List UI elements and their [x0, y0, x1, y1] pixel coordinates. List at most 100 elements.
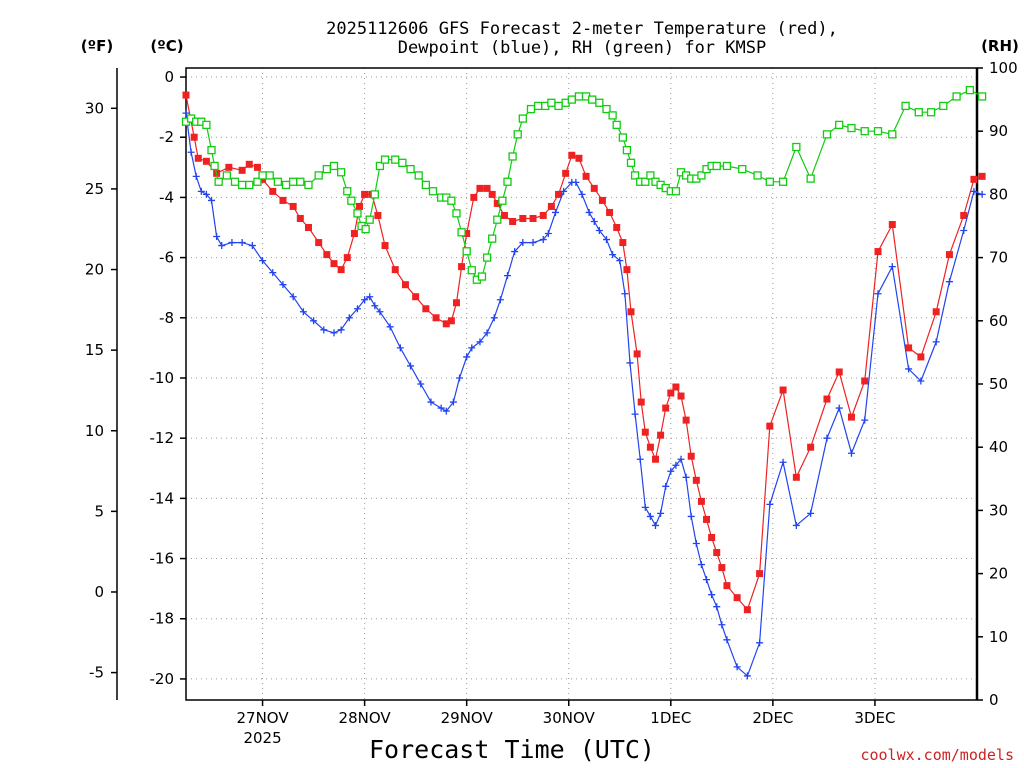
rh-point — [428, 187, 438, 196]
rh-point — [547, 98, 556, 107]
dewpoint-point — [456, 374, 464, 382]
rh-point — [406, 164, 415, 174]
series-dewpoint — [182, 109, 986, 680]
rh-point — [939, 101, 948, 111]
rh-point — [447, 196, 456, 205]
temperature-point — [555, 190, 563, 198]
rh-tick-label: 50 — [989, 375, 1008, 393]
x-tick-label: 3DEC — [854, 709, 895, 727]
temperature-point — [835, 368, 843, 376]
temperature-point — [343, 254, 351, 262]
celsius-tick-label: -18 — [150, 610, 175, 628]
temperature-point — [350, 230, 358, 238]
rh-point — [498, 196, 507, 205]
rh-point — [322, 164, 331, 174]
dewpoint-point — [823, 434, 831, 442]
rh-point — [370, 190, 379, 199]
temperature-point — [323, 251, 331, 259]
fahrenheit-tick-label: -5 — [89, 664, 104, 682]
rh-point — [574, 92, 584, 101]
dewpoint-point — [187, 148, 195, 156]
dewpoint-point — [616, 257, 624, 265]
temperature-point — [917, 353, 925, 361]
temperature-point — [613, 224, 621, 232]
dewpoint-point — [407, 362, 415, 370]
axes: 0-2-4-6-8-10-12-14-16-18-20302520151050-… — [85, 59, 1018, 747]
rh-point — [482, 253, 492, 262]
rh-point — [296, 177, 305, 186]
dewpoint-point — [743, 672, 751, 680]
rh-point — [467, 266, 476, 275]
dewpoint-point — [687, 512, 695, 520]
credit-link[interactable]: coolwx.com/models — [860, 746, 1014, 764]
rh-point — [245, 180, 254, 190]
temperature-point — [452, 299, 460, 307]
temperature-point — [756, 570, 764, 578]
rh-point — [626, 158, 636, 167]
temperature-point — [519, 214, 527, 222]
dewpoint-point — [636, 455, 644, 463]
dewpoint-point — [289, 293, 297, 301]
rh-point — [792, 142, 801, 152]
temperature-point — [442, 320, 450, 328]
dewpoint-point — [672, 461, 680, 469]
x-axis-title: Forecast Time (UTC) — [369, 735, 655, 764]
dewpoint-point — [766, 500, 774, 508]
temperature-point — [932, 308, 940, 316]
rh-point — [214, 177, 223, 186]
temperature-point — [718, 564, 726, 572]
temperature-point — [493, 199, 501, 207]
rh-point — [873, 127, 883, 136]
temperature-point — [619, 239, 627, 247]
dewpoint-point — [835, 404, 843, 412]
dewpoint-point — [960, 227, 968, 235]
celsius-tick-label: -4 — [159, 188, 174, 206]
temperature-point — [356, 202, 364, 210]
dewpoint-point — [417, 380, 425, 388]
dewpoint-point — [371, 302, 379, 310]
rh-point — [952, 92, 961, 101]
x-tick-label: 2DEC — [752, 709, 793, 727]
temperature-point — [269, 187, 277, 195]
dewpoint-point — [299, 308, 307, 316]
temperature-point — [304, 224, 312, 232]
temperature-point — [646, 443, 654, 451]
temperature-point — [470, 193, 478, 201]
rh-point — [641, 177, 650, 186]
dewpoint-point — [733, 663, 741, 671]
rh-point — [722, 161, 732, 171]
fahrenheit-tick-label: 5 — [94, 502, 104, 520]
rh-point — [289, 177, 298, 186]
dewpoint-point — [667, 467, 675, 475]
rh-point — [202, 120, 211, 130]
rh-point — [347, 196, 356, 205]
rh-point — [210, 161, 219, 171]
dewpoint-point — [361, 296, 369, 304]
dewpoint-point — [386, 323, 394, 331]
dewpoint-point — [337, 326, 345, 334]
dewpoint-point — [621, 290, 629, 298]
rh-point — [588, 95, 597, 104]
temperature-point — [289, 202, 297, 210]
temperature-point — [238, 166, 246, 174]
dewpoint-point — [807, 509, 815, 517]
temperature-point — [637, 398, 645, 406]
temperature-point — [412, 293, 420, 301]
x-tick-label: 28NOV — [339, 709, 392, 727]
dewpoint-point — [427, 398, 435, 406]
chart-title-line-2: Dewpoint (blue), RH (green) for KMSP — [398, 38, 766, 58]
temperature-point — [590, 184, 598, 192]
temperature-point — [703, 515, 711, 523]
dewpoint-point — [376, 308, 384, 316]
rh-tick-label: 100 — [989, 59, 1018, 77]
dewpoint-point — [544, 230, 552, 238]
dewpoint-point — [182, 109, 190, 117]
temperature-point — [733, 594, 741, 602]
rh-point — [421, 180, 431, 190]
dewpoint-point — [238, 239, 246, 247]
rh-point — [343, 187, 352, 196]
rh-point — [488, 234, 497, 243]
temperature-point — [374, 211, 382, 219]
dewpoint-point — [888, 263, 896, 271]
dewpoint-point — [590, 217, 598, 225]
